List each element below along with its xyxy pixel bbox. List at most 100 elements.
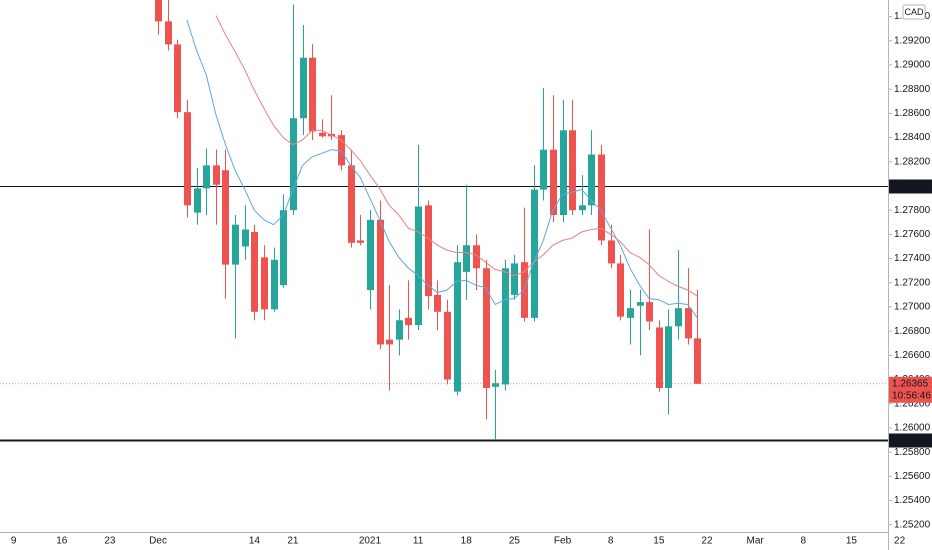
plot-area [0, 0, 888, 442]
x-tick-label: Mar [747, 536, 765, 547]
candle-body [569, 130, 576, 211]
candle-body [646, 302, 653, 322]
candle-body [463, 245, 470, 272]
x-tick-label: 14 [249, 536, 261, 547]
candle-body [560, 130, 567, 216]
x-tick-label: 16 [56, 536, 68, 547]
candle-body [579, 205, 586, 211]
candle-body [454, 262, 461, 392]
candle-body [242, 229, 249, 247]
candle-body [511, 263, 518, 295]
currency-badge[interactable] [902, 4, 926, 20]
y-tick-label: 1.27200 [894, 277, 931, 288]
x-tick-label: 22 [894, 536, 906, 547]
moving-average-line [186, 20, 698, 319]
x-tick-label: Feb [554, 536, 572, 547]
candle-body [174, 44, 181, 113]
y-tick-label: 1.28600 [894, 108, 931, 119]
candle-body [300, 57, 307, 119]
candle-body [222, 170, 229, 265]
candle-body [675, 308, 682, 327]
candle-body [309, 57, 316, 132]
x-tick-label: 2021 [359, 536, 382, 547]
candle-body [483, 268, 490, 389]
candle-body [637, 302, 644, 306]
candle-body [232, 224, 239, 265]
moving-average-line [215, 15, 698, 297]
x-tick-label: 18 [461, 536, 473, 547]
candle-body [396, 320, 403, 340]
candle-body [665, 326, 672, 389]
x-tick-label: 23 [104, 536, 116, 547]
level-label: 1.28000 [892, 181, 929, 192]
candle-body [271, 259, 278, 310]
y-tick-label: 1.25800 [894, 447, 931, 458]
candle-body [502, 268, 509, 385]
y-tick-label: 1.28800 [894, 84, 931, 95]
candle-body [367, 219, 374, 291]
candle-body [425, 205, 432, 297]
level-label-box [889, 433, 932, 448]
candle-body [290, 118, 297, 211]
x-tick-label: 22 [701, 536, 713, 547]
y-tick-label: 1.28200 [894, 156, 931, 167]
candle-body [656, 327, 663, 389]
candle-body [415, 206, 422, 326]
y-tick-label: 1.27800 [894, 205, 931, 216]
y-tick-label: 1.25200 [894, 519, 931, 530]
x-tick-label: 11 [413, 536, 424, 547]
candle-body [531, 189, 538, 318]
candle-body [251, 231, 258, 312]
x-tick-label: 15 [653, 536, 665, 547]
candle-body [617, 263, 624, 317]
candle-body [550, 149, 557, 216]
candle-body [155, 0, 162, 22]
y-tick-label: 1.28400 [894, 132, 931, 143]
candle-body [598, 154, 605, 241]
candle-body [348, 165, 355, 243]
candle-body [685, 308, 692, 339]
y-tick-label: 1.26800 [894, 326, 931, 337]
x-tick-label: Dec [149, 536, 167, 547]
candle-body [386, 339, 393, 345]
candle-body [434, 294, 441, 312]
x-tick-label: 8 [608, 536, 614, 547]
candle-body [338, 135, 345, 166]
candle-body [184, 112, 191, 206]
y-tick-label: 1.26200 [894, 398, 931, 409]
candle-body [213, 165, 220, 185]
candle-body [444, 311, 451, 380]
candle-body [203, 165, 210, 189]
candle-body [627, 308, 634, 318]
x-tick-label: 25 [509, 536, 521, 547]
y-tick-label: 1.26000 [894, 423, 931, 434]
candle-body [405, 317, 412, 326]
candle-body [377, 219, 384, 345]
candle-body [319, 132, 326, 137]
candle-body [694, 338, 701, 384]
candle-body [492, 383, 499, 387]
candle-body [540, 149, 547, 190]
level-label: 1.25900 [892, 435, 929, 446]
candle-body [588, 154, 595, 206]
y-tick-label: 1.27400 [894, 253, 931, 264]
countdown-label: 10:56:46 [892, 390, 931, 401]
candle-body [608, 240, 615, 264]
candle-body [357, 240, 364, 243]
y-tick-label: 1.27600 [894, 229, 931, 240]
last-price-label: 1.26365 [892, 378, 929, 389]
candle-body [261, 257, 268, 310]
y-tick-label: 1.25400 [894, 495, 931, 506]
y-tick-label: 1.29000 [894, 60, 931, 71]
y-tick-label: 1.25600 [894, 471, 931, 482]
y-tick-label: 1.27000 [894, 302, 931, 313]
currency-label: CAD [904, 7, 924, 17]
candle-body [280, 210, 287, 286]
last-price-box [889, 376, 932, 403]
x-tick-label: 21 [287, 536, 299, 547]
y-tick-label: 1.29200 [894, 35, 931, 46]
candle-body [165, 21, 172, 45]
